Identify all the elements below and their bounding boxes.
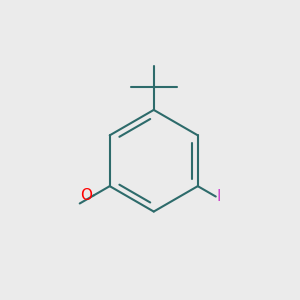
Text: O: O xyxy=(81,188,93,203)
Text: I: I xyxy=(217,189,221,204)
